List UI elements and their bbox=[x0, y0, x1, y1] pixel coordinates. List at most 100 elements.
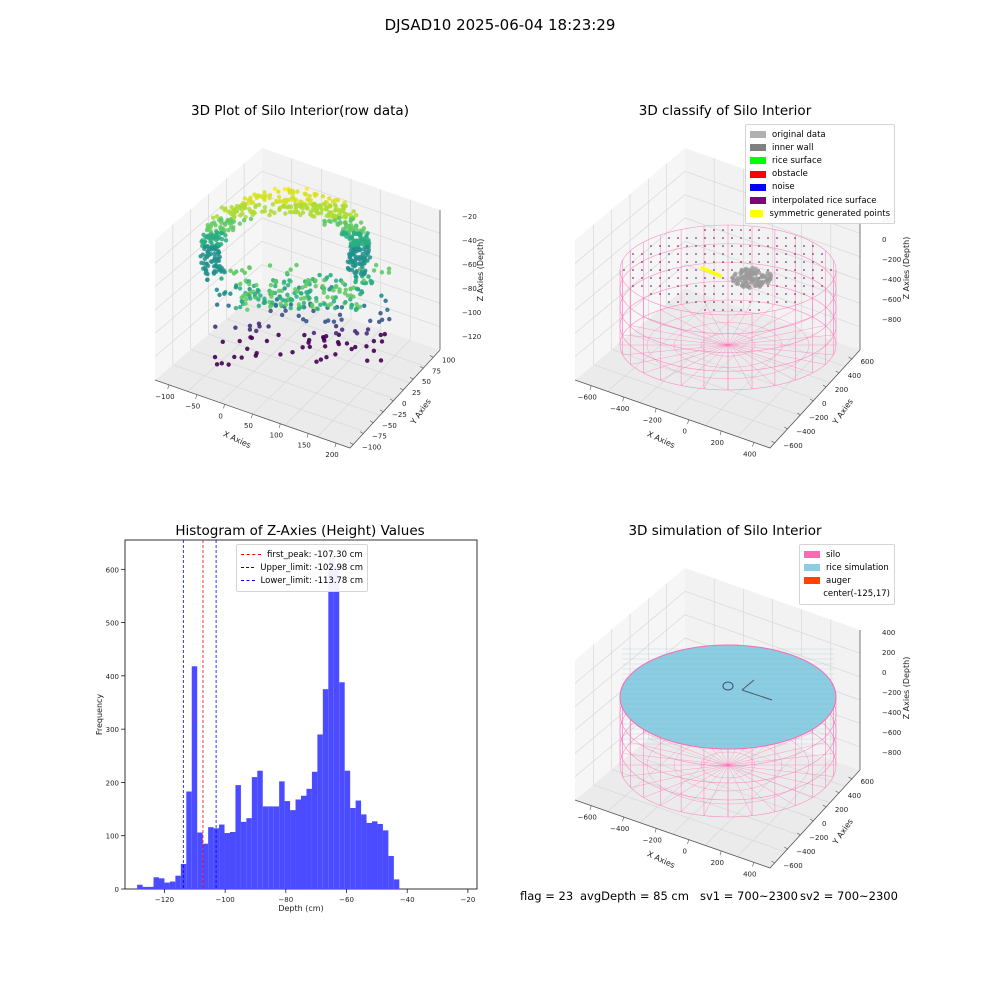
p2-y-tick-label: −400 bbox=[796, 428, 815, 436]
p1-data-point bbox=[334, 283, 339, 289]
p1-data-point bbox=[285, 292, 290, 298]
p1-data-point bbox=[339, 305, 345, 310]
p1-data-point bbox=[288, 302, 294, 307]
p2-interpolated-point bbox=[650, 293, 652, 295]
p1-data-point bbox=[222, 208, 228, 213]
p2-interpolated-point bbox=[794, 261, 796, 263]
p1-data-point bbox=[300, 210, 306, 215]
p1-data-point bbox=[298, 199, 303, 204]
p2-y-tick-label: −600 bbox=[783, 442, 802, 450]
p1-data-point bbox=[307, 289, 312, 294]
p1-data-point bbox=[254, 328, 259, 334]
p1-data-point bbox=[240, 211, 245, 216]
p1-x-axis-label: X Axies bbox=[222, 429, 253, 450]
p1-data-point bbox=[307, 193, 312, 199]
p2-interpolated-point bbox=[758, 245, 760, 247]
p1-z-tick-label: −100 bbox=[462, 309, 481, 317]
p1-data-point bbox=[304, 186, 310, 191]
p1-x-tick bbox=[251, 413, 253, 419]
p1-data-point bbox=[239, 268, 245, 273]
histogram-bar bbox=[158, 878, 165, 889]
histogram-bar bbox=[301, 795, 307, 889]
p1-data-point bbox=[365, 327, 371, 332]
p2-interpolated-point bbox=[794, 237, 796, 239]
p2-interpolated-point bbox=[785, 253, 787, 255]
p1-y-tick bbox=[369, 420, 374, 424]
p1-data-point bbox=[386, 266, 392, 271]
p2-interpolated-point bbox=[695, 285, 697, 287]
p1-data-point bbox=[219, 205, 225, 210]
p1-data-point bbox=[208, 235, 213, 241]
p1-data-point bbox=[209, 259, 214, 264]
p1-data-point bbox=[352, 249, 357, 255]
p4-y-tick bbox=[784, 846, 789, 850]
p4-auger-line bbox=[741, 689, 773, 701]
histogram-bar bbox=[366, 822, 373, 889]
p2-silo-floor-ring bbox=[700, 333, 756, 357]
panel4-simulation: −600−400−2000200400−600−400−200020040060… bbox=[574, 568, 911, 878]
p1-data-point bbox=[327, 287, 332, 292]
p2-y-tick bbox=[771, 440, 776, 444]
p1-data-point bbox=[285, 283, 291, 288]
p1-data-point bbox=[253, 203, 258, 208]
p2-interpolated-point bbox=[695, 293, 697, 295]
p2-interpolated-point bbox=[758, 301, 760, 303]
p2-y-tick bbox=[796, 412, 801, 416]
p2-interpolated-point bbox=[731, 261, 733, 263]
p2-interpolated-point bbox=[668, 277, 670, 279]
p2-interpolated-point bbox=[650, 245, 652, 247]
p1-data-point bbox=[360, 229, 366, 234]
p1-data-point bbox=[279, 312, 285, 318]
p1-data-point bbox=[378, 332, 383, 338]
p2-interpolated-point bbox=[776, 245, 778, 247]
p1-data-point bbox=[228, 268, 233, 274]
p1-y-tick bbox=[389, 398, 394, 402]
p1-data-point bbox=[333, 207, 338, 213]
histogram-bar bbox=[290, 810, 296, 889]
p4-x-axis-label: X Axies bbox=[646, 849, 677, 870]
p2-inner-wall-point bbox=[744, 277, 749, 282]
p1-data-point bbox=[218, 216, 224, 221]
p2-interpolated-point bbox=[686, 237, 688, 239]
p1-data-point bbox=[216, 249, 221, 255]
p1-data-point bbox=[382, 331, 388, 337]
p2-inner-wall-point bbox=[743, 266, 749, 272]
p1-data-point bbox=[301, 317, 306, 322]
p2-z-axis-label: Z Axies (Depth) bbox=[902, 237, 911, 300]
p1-x-tick-label: −50 bbox=[185, 403, 200, 411]
p1-data-point bbox=[269, 294, 274, 299]
p1-data-point bbox=[343, 224, 349, 229]
p4-z-tick-label: −800 bbox=[882, 749, 901, 757]
histogram-bar bbox=[328, 555, 334, 889]
legend-label: obstacle bbox=[772, 169, 808, 180]
p4-y-tick bbox=[809, 818, 814, 822]
p2-gridline bbox=[574, 171, 686, 264]
p1-data-point bbox=[278, 352, 283, 357]
histogram-bar bbox=[268, 806, 274, 889]
p2-interpolated-point bbox=[677, 253, 679, 255]
p4-y-tick-label: −600 bbox=[783, 862, 802, 870]
p1-y-tick bbox=[419, 366, 424, 369]
p2-interpolated-point bbox=[713, 245, 715, 247]
p1-data-point bbox=[322, 277, 327, 283]
p2-x-tick-label: −200 bbox=[643, 416, 662, 424]
p1-data-point bbox=[339, 327, 345, 332]
histogram-x-tick-label: −60 bbox=[339, 896, 354, 904]
p2-interpolated-point bbox=[659, 293, 661, 295]
p4-y-tick bbox=[822, 804, 827, 808]
legend-item: symmetric generated points bbox=[750, 207, 890, 220]
p2-interpolated-point bbox=[695, 277, 697, 279]
legend-swatch bbox=[750, 183, 766, 191]
histogram-bar bbox=[284, 801, 291, 889]
p1-data-point bbox=[247, 265, 252, 270]
p1-y-tick-label: 0 bbox=[402, 400, 406, 408]
p2-x-tick bbox=[687, 419, 690, 424]
p2-interpolated-point bbox=[740, 309, 742, 311]
p2-y-tick-label: 0 bbox=[822, 400, 826, 408]
p1-data-point bbox=[351, 209, 356, 214]
p1-data-point bbox=[305, 278, 311, 283]
p1-data-point bbox=[218, 267, 224, 273]
p1-data-point bbox=[203, 271, 209, 276]
histogram-bar bbox=[388, 855, 394, 889]
